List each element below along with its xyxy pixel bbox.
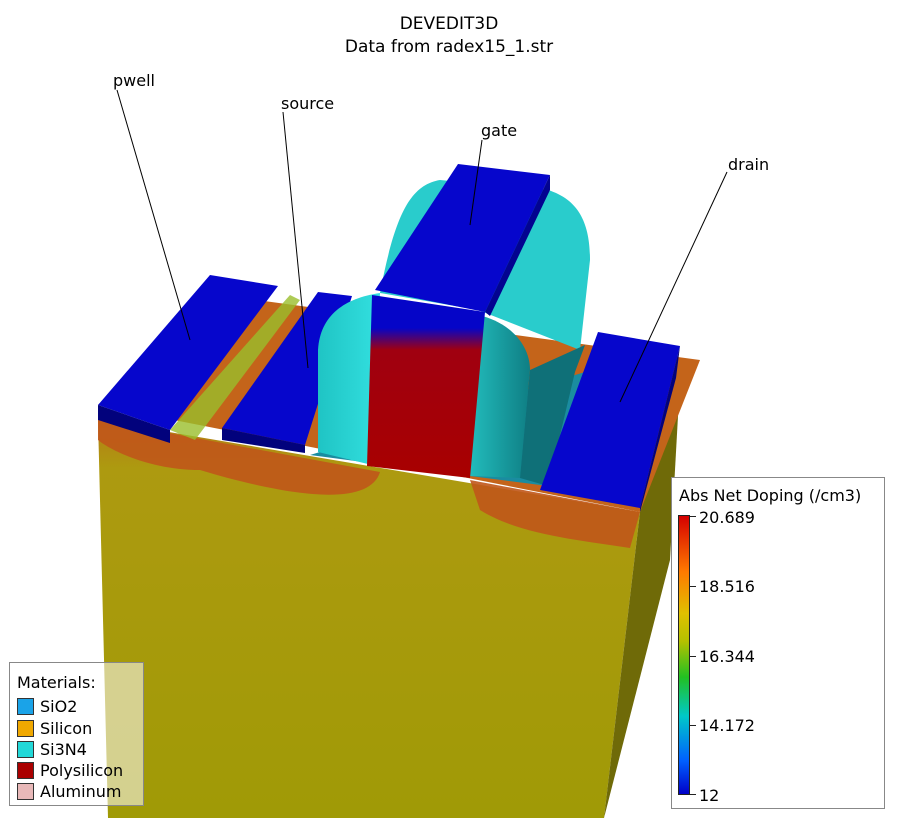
drain-electrode-top (540, 332, 680, 508)
colorbar-tick-label: 18.516 (699, 577, 755, 596)
left-spacer (318, 293, 380, 465)
colorbar-max-value: 20.689 (699, 508, 755, 527)
silicon-swatch (17, 720, 34, 737)
colorbar-tick (690, 794, 696, 795)
polysilicon-swatch (17, 762, 34, 779)
drain-electrode-side (640, 346, 680, 512)
legend-item-aluminum: Aluminum (17, 781, 121, 802)
colorbar-tick (690, 656, 696, 657)
gate-leader-line (469, 139, 483, 226)
colorbar-gradient (678, 515, 690, 795)
right-spacer-side (520, 345, 585, 486)
legend-item-si3n4: Si3N4 (17, 739, 87, 760)
implant-streak (170, 295, 300, 440)
polysilicon-gate (367, 295, 485, 478)
pwell-electrode-top (98, 275, 278, 430)
colorbar-tick-label: 16.344 (699, 647, 755, 666)
legend-label: Si3N4 (40, 740, 87, 759)
si3n4-swatch (17, 741, 34, 758)
legend-item-polysilicon: Polysilicon (17, 760, 123, 781)
colorbar-tick (690, 725, 696, 726)
drain-label: drain (728, 155, 770, 174)
pwell-electrode-front (98, 405, 170, 443)
colorbar-min-value: 12 (699, 786, 720, 805)
pwell-leader-line (116, 89, 191, 341)
colorbar-tick-label: 14.172 (699, 716, 755, 735)
silicon-bulk-side (604, 380, 680, 818)
gate-label: gate (481, 121, 518, 140)
legend-label: Polysilicon (40, 761, 124, 780)
plot-title: DEVEDIT3D (399, 14, 499, 34)
colorbar-tick (690, 586, 696, 587)
materials-legend: Materials: SiO2 Silicon Si3N4 Polysilico… (9, 662, 144, 806)
drain-leader-line (619, 171, 728, 403)
source-electrode-front (222, 428, 305, 453)
doping-colorbar-legend: Abs Net Doping (/cm3) 20.689 18.516 16.3… (671, 477, 885, 809)
colorbar-tick (690, 516, 696, 517)
source-electrode-top (222, 292, 352, 445)
drain-doped-region (470, 480, 640, 548)
legend-item-silicon: Silicon (17, 718, 92, 739)
gate-electrode-top (375, 164, 550, 312)
legend-label: Aluminum (40, 782, 122, 801)
sio2-swatch (17, 698, 34, 715)
right-spacer (470, 315, 530, 478)
pwell-label: pwell (113, 71, 155, 90)
legend-label: SiO2 (40, 697, 78, 716)
materials-legend-title: Materials: (17, 673, 96, 692)
legend-label: Silicon (40, 719, 93, 738)
aluminum-swatch (17, 783, 34, 800)
plot-subtitle: Data from radex15_1.str (344, 37, 554, 57)
gate-electrode-side (485, 175, 550, 316)
source-leader-line (282, 111, 309, 369)
legend-item-sio2: SiO2 (17, 696, 77, 717)
colorbar-title: Abs Net Doping (/cm3) (679, 486, 862, 505)
source-label: source (281, 94, 335, 113)
